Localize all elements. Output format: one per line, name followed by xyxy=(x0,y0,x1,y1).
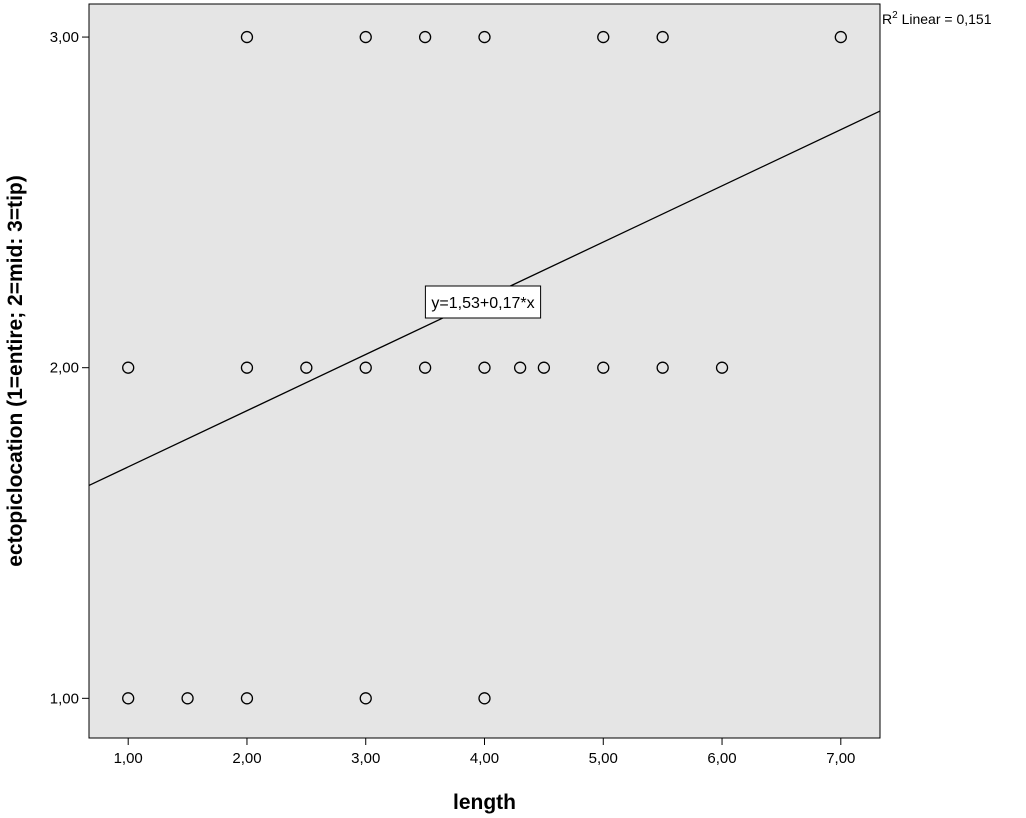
data-point xyxy=(300,361,313,374)
data-point xyxy=(537,361,551,374)
r2-superscript: 2 xyxy=(892,10,898,21)
data-point xyxy=(359,30,372,44)
x-tick-label: 4,00 xyxy=(470,750,499,767)
y-tick-label: 2,00 xyxy=(50,360,79,377)
data-point xyxy=(240,30,254,44)
y-axis: 1,00 2,00 3,00 xyxy=(50,29,89,707)
x-axis-title: length xyxy=(453,791,516,814)
data-point xyxy=(240,361,254,374)
data-point xyxy=(122,361,135,374)
data-point xyxy=(834,30,847,44)
x-tick-label: 5,00 xyxy=(589,750,618,767)
y-tick-label: 1,00 xyxy=(50,690,79,707)
x-axis: 1,00 2,00 3,00 4,00 5,00 6,00 7,00 xyxy=(114,738,855,767)
x-tick-label: 6,00 xyxy=(707,750,736,767)
y-axis-title: ectopiclocation (1=entire; 2=mid: 3=tip) xyxy=(4,175,27,567)
data-point xyxy=(359,692,372,705)
data-point xyxy=(418,30,432,44)
data-point xyxy=(181,692,194,705)
data-point xyxy=(122,692,135,705)
x-tick-label: 1,00 xyxy=(114,750,143,767)
y-tick-label: 3,00 xyxy=(50,29,79,46)
data-point xyxy=(478,30,491,44)
data-point xyxy=(597,361,610,374)
data-point xyxy=(240,692,254,705)
r2-value: Linear = 0,151 xyxy=(898,11,992,27)
data-point xyxy=(513,361,527,374)
data-point xyxy=(715,361,729,374)
data-point xyxy=(597,30,610,44)
fit-equation-box: y=1,53+0,17*x xyxy=(424,285,542,319)
fit-equation-label: y=1,53+0,17*x xyxy=(431,295,534,312)
x-tick-label: 2,00 xyxy=(232,750,261,767)
plot-area xyxy=(88,3,881,739)
data-point xyxy=(418,361,432,374)
data-points xyxy=(122,30,847,705)
data-point xyxy=(656,30,669,44)
r2-prefix: R xyxy=(882,11,892,27)
data-point xyxy=(478,361,491,374)
x-tick-label: 7,00 xyxy=(826,750,855,767)
r2-label: R2 Linear = 0,151 xyxy=(882,10,992,27)
x-tick-label: 3,00 xyxy=(351,750,380,767)
data-point xyxy=(359,361,372,374)
data-point xyxy=(656,361,669,374)
data-point xyxy=(478,692,491,705)
